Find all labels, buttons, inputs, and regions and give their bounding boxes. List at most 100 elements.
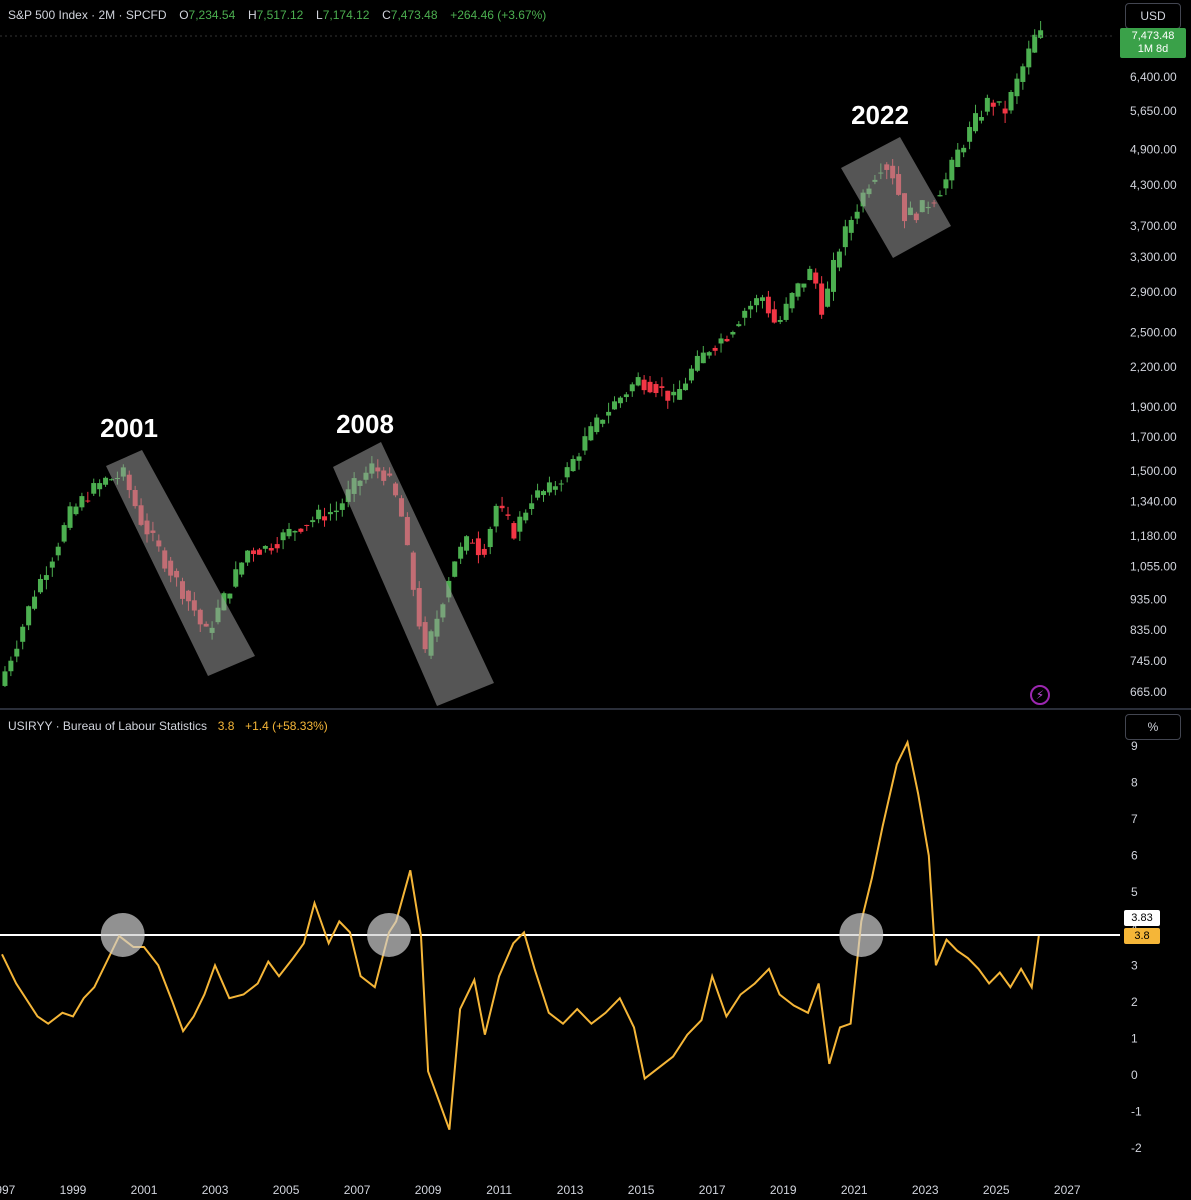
percent-axis-tick: 7	[1131, 812, 1138, 826]
candle	[339, 503, 345, 510]
candle	[73, 506, 79, 515]
time-axis-tick: 2019	[770, 1183, 797, 1197]
symbol-label: S&P 500 Index · 2M · SPCFD	[8, 8, 167, 22]
candle	[641, 379, 647, 391]
candle	[683, 383, 689, 391]
candle	[594, 417, 600, 433]
candle	[85, 500, 91, 502]
candle	[511, 523, 517, 539]
candle	[316, 509, 322, 520]
candle	[801, 283, 807, 288]
candle	[659, 386, 665, 388]
candle	[298, 528, 304, 532]
time-axis-tick: 2005	[273, 1183, 300, 1197]
time-axis-tick: 1997	[0, 1183, 16, 1197]
time-axis-tick: 2013	[557, 1183, 584, 1197]
chart-overlays: 2001 2008 2022	[100, 100, 951, 957]
candle	[842, 226, 848, 248]
time-axis-tick: 2021	[841, 1183, 868, 1197]
candle	[949, 159, 955, 181]
candle	[49, 561, 55, 568]
highlight-2022	[841, 137, 951, 258]
price-axis-tick: 3,700.00	[1130, 219, 1177, 233]
candle	[103, 477, 109, 485]
time-axis-tick: 2027	[1054, 1183, 1081, 1197]
percent-axis-tick: 0	[1131, 1068, 1138, 1082]
time-axis-tick: 2015	[628, 1183, 655, 1197]
price-axis-tick: 3,300.00	[1130, 250, 1177, 264]
candle	[239, 562, 245, 575]
candle	[91, 483, 97, 494]
time-axis-tick: 2003	[202, 1183, 229, 1197]
candle	[600, 419, 606, 424]
highlight-circle	[367, 912, 412, 957]
candle	[724, 338, 730, 342]
indicator-name: USIRYY · Bureau of Labour Statistics	[8, 719, 207, 733]
time-axis-tick: 2023	[912, 1183, 939, 1197]
candle	[1038, 30, 1044, 38]
price-badge-countdown: 1M 8d	[1137, 43, 1169, 55]
candle	[280, 532, 286, 541]
candle	[825, 288, 831, 307]
candle	[617, 397, 623, 404]
candle	[67, 506, 73, 528]
currency-button[interactable]: USD	[1125, 3, 1181, 29]
candle	[653, 384, 659, 394]
candle	[771, 309, 777, 323]
candle	[1002, 108, 1008, 114]
candle	[830, 259, 836, 292]
candle	[233, 569, 239, 587]
candle	[848, 219, 854, 233]
candle	[623, 394, 629, 398]
candle	[606, 411, 612, 416]
candle	[765, 296, 771, 314]
time-axis-tick: 2009	[415, 1183, 442, 1197]
candle	[43, 575, 49, 580]
candle	[268, 547, 274, 551]
candle	[245, 550, 251, 563]
price-axis-tick: 935.00	[1130, 592, 1167, 606]
open-label: O	[179, 8, 189, 22]
candle	[227, 593, 233, 599]
candle	[576, 456, 582, 461]
candle	[688, 368, 694, 381]
high-value: 7,517.12	[256, 8, 304, 22]
candle	[464, 536, 470, 551]
time-axis-tick: 2025	[983, 1183, 1010, 1197]
candle	[943, 179, 949, 189]
candle	[304, 524, 310, 526]
candle	[333, 510, 339, 513]
candle	[97, 483, 103, 490]
time-axis-tick: 1999	[60, 1183, 87, 1197]
candle	[1008, 91, 1014, 111]
price-axis-tick: 5,650.00	[1130, 104, 1177, 118]
candle	[535, 490, 541, 498]
annotation-2001: 2001	[100, 413, 158, 443]
lightning-icon[interactable]: ⚡	[1030, 685, 1050, 705]
candle	[32, 596, 38, 609]
candle	[564, 467, 570, 478]
candle	[108, 479, 114, 481]
candle	[748, 305, 754, 310]
candle	[973, 113, 979, 132]
annotation-2022: 2022	[851, 100, 909, 130]
candle	[777, 320, 783, 322]
candle	[588, 426, 594, 441]
candle	[458, 546, 464, 559]
price-axis-tick: 835.00	[1130, 623, 1167, 637]
candle	[783, 303, 789, 320]
candle	[582, 436, 588, 451]
percent-button[interactable]: %	[1125, 714, 1181, 740]
inflation-line-chart[interactable]	[0, 739, 1120, 1131]
candle	[251, 550, 257, 555]
close-label: C	[382, 8, 391, 22]
annotation-2008: 2008	[336, 409, 394, 439]
open-value: 7,234.54	[188, 8, 236, 22]
candle	[937, 195, 943, 197]
candle	[26, 606, 32, 626]
low-value: 7,174.12	[322, 8, 370, 22]
candle	[558, 483, 564, 485]
indicator-value: 3.8	[217, 719, 235, 733]
indicator-change: +1.4 (+58.33%)	[245, 719, 328, 733]
